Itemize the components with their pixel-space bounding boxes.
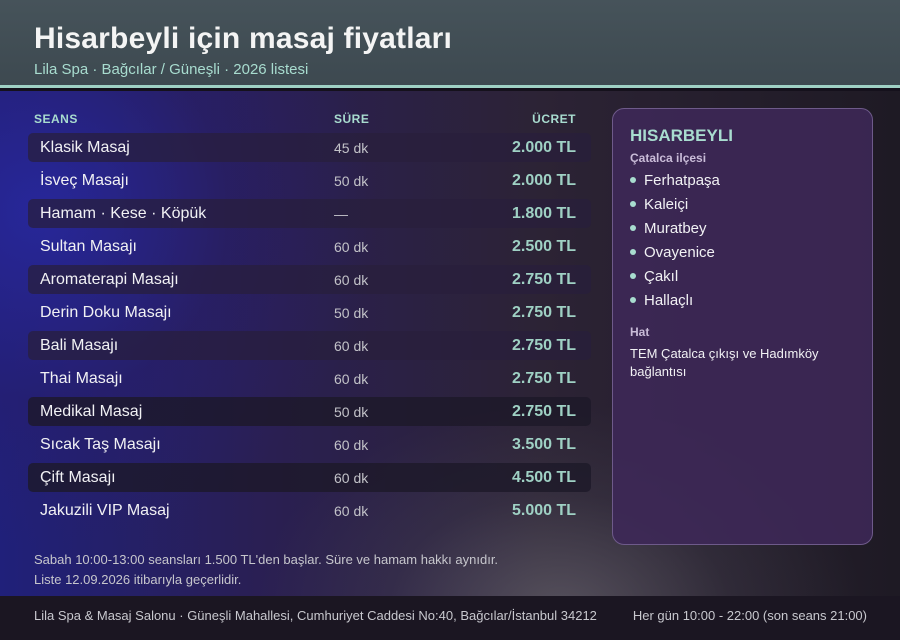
service-duration: 50 dk	[334, 404, 369, 420]
service-duration: —	[334, 206, 348, 222]
neighborhood-label: Ovayenice	[644, 244, 715, 261]
bullet-icon	[630, 225, 636, 232]
service-price: 2.750 TL	[511, 370, 576, 387]
neighborhood-item: Ferhatpaşa	[630, 172, 720, 189]
bullet-icon	[630, 201, 636, 208]
price-row: Sultan Masajı 60 dk 2.500 TL	[28, 232, 591, 261]
service-name: İsveç Masajı	[40, 172, 129, 189]
route-text: TEM Çatalca çıkışı ve Hadımköy bağlantıs…	[630, 346, 819, 379]
main-content: SEANS SÜRE ÜCRET Klasik Masaj 45 dk 2.00…	[0, 91, 900, 596]
service-duration: 60 dk	[334, 470, 369, 486]
price-row: Çift Masajı 60 dk 4.500 TL	[28, 463, 591, 492]
price-row: Bali Masajı 60 dk 2.750 TL	[28, 331, 591, 360]
service-duration: 60 dk	[334, 272, 369, 288]
district-title: HISARBEYLI	[630, 126, 733, 145]
service-name: Medikal Masaj	[40, 403, 143, 420]
service-price: 2.750 TL	[511, 271, 576, 288]
service-name: Aromaterapi Masajı	[40, 271, 179, 288]
route-label: Hat	[630, 325, 650, 339]
service-name: Çift Masajı	[40, 469, 116, 486]
service-price: 4.500 TL	[511, 469, 576, 486]
district-panel: HISARBEYLI Çatalca ilçesi Ferhatpaşa Kal…	[612, 108, 873, 545]
service-duration: 60 dk	[334, 503, 369, 519]
column-header-seans: SEANS	[34, 112, 78, 126]
service-duration: 60 dk	[334, 437, 369, 453]
pricing-note: Sabah 10:00-13:00 seansları 1.500 TL'den…	[34, 552, 499, 567]
service-price: 2.750 TL	[511, 403, 576, 420]
service-name: Sultan Masajı	[40, 238, 137, 255]
neighborhood-label: Hallaçlı	[644, 292, 694, 309]
price-row: Hamam · Kese · Köpük — 1.800 TL	[28, 199, 591, 228]
service-name: Bali Masajı	[40, 337, 119, 354]
service-price: 5.000 TL	[511, 502, 576, 519]
neighborhood-item: Çakıl	[630, 268, 678, 285]
neighborhood-label: Kaleiçi	[644, 196, 689, 213]
service-duration: 60 dk	[334, 338, 369, 354]
service-price: 2.500 TL	[511, 238, 576, 255]
page-footer: Lila Spa & Masaj Salonu · Güneşli Mahall…	[0, 596, 900, 640]
service-name: Sıcak Taş Masajı	[40, 436, 161, 453]
price-row: Medikal Masaj 50 dk 2.750 TL	[28, 397, 591, 426]
service-duration: 60 dk	[334, 239, 369, 255]
column-header-sure: SÜRE	[334, 112, 370, 126]
price-row: Thai Masajı 60 dk 2.750 TL	[28, 364, 591, 393]
bullet-icon	[630, 249, 636, 256]
neighborhood-item: Muratbey	[630, 220, 707, 237]
service-duration: 60 dk	[334, 371, 369, 387]
service-duration: 50 dk	[334, 305, 369, 321]
service-price: 2.750 TL	[511, 304, 576, 321]
service-price: 1.800 TL	[511, 205, 576, 222]
neighborhood-label: Muratbey	[644, 220, 707, 237]
service-name: Jakuzili VIP Masaj	[40, 502, 170, 519]
price-row: Klasik Masaj 45 dk 2.000 TL	[28, 133, 591, 162]
footer-address: Lila Spa & Masaj Salonu · Güneşli Mahall…	[34, 608, 597, 623]
district-subtitle: Çatalca ilçesi	[630, 151, 707, 165]
service-name: Hamam · Kese · Köpük	[40, 205, 207, 222]
column-header-ucret: ÜCRET	[532, 112, 576, 126]
service-name: Derin Doku Masajı	[40, 304, 172, 321]
service-name: Thai Masajı	[40, 370, 123, 387]
page-title: Hisarbeyli için masaj fiyatları	[34, 22, 453, 55]
service-duration: 50 dk	[334, 173, 369, 189]
page-subtitle: Lila Spa · Bağcılar / Güneşli · 2026 lis…	[34, 61, 309, 78]
service-duration: 45 dk	[334, 140, 369, 156]
service-price: 3.500 TL	[511, 436, 576, 453]
price-row: Derin Doku Masajı 50 dk 2.750 TL	[28, 298, 591, 327]
neighborhood-item: Hallaçlı	[630, 292, 693, 309]
service-price: 2.750 TL	[511, 337, 576, 354]
footer-hours: Her gün 10:00 - 22:00 (son seans 21:00)	[632, 608, 867, 623]
neighborhood-item: Ovayenice	[630, 244, 715, 261]
bullet-icon	[630, 273, 636, 280]
price-row: İsveç Masajı 50 dk 2.000 TL	[28, 166, 591, 195]
service-name: Klasik Masaj	[40, 139, 130, 156]
price-row: Aromaterapi Masajı 60 dk 2.750 TL	[28, 265, 591, 294]
bullet-icon	[630, 177, 636, 184]
page-header: Hisarbeyli için masaj fiyatları Lila Spa…	[0, 0, 900, 88]
validity-note: Liste 12.09.2026 itibarıyla geçerlidir.	[34, 572, 242, 587]
neighborhood-label: Ferhatpaşa	[644, 172, 720, 189]
bullet-icon	[630, 297, 636, 304]
service-price: 2.000 TL	[511, 172, 576, 189]
price-row: Sıcak Taş Masajı 60 dk 3.500 TL	[28, 430, 591, 459]
neighborhood-label: Çakıl	[644, 268, 679, 285]
price-row: Jakuzili VIP Masaj 60 dk 5.000 TL	[28, 496, 591, 525]
service-price: 2.000 TL	[511, 139, 576, 156]
neighborhood-item: Kaleiçi	[630, 196, 688, 213]
